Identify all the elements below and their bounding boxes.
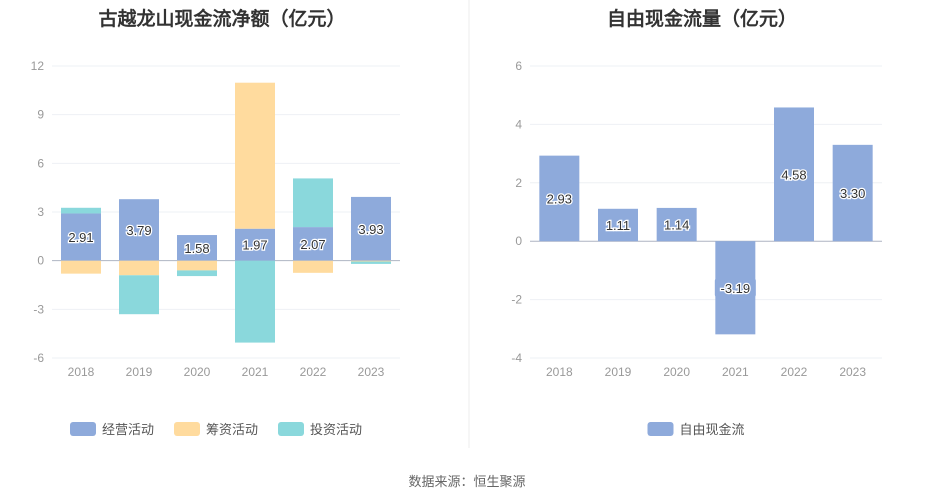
bar-group: [539, 107, 873, 335]
data-label-bg: [835, 184, 870, 203]
chart-title: 古越龙山现金流净额（亿元）: [98, 7, 345, 30]
free-cashflow-chart: 自由现金流量（亿元） -4 -2 0 2 4 6 2.93 1.11 1.14 -3.19 4.5…: [511, 7, 882, 438]
data-labels: 2.91 3.79 1.58 1.97 2.07 3.93: [64, 219, 388, 257]
x-tick-label: 2019: [605, 365, 632, 379]
y-tick-label: 4: [515, 117, 522, 131]
x-tick-label: 2020: [663, 365, 690, 379]
data-label: 2.93: [547, 191, 572, 206]
bar-筹资活动-2023: [351, 260, 391, 262]
x-axis-ticks: 2018 2019 2020 2021 2022 2023: [68, 365, 385, 379]
x-tick-label: 2020: [184, 365, 211, 379]
bar-group: [61, 82, 391, 343]
data-label: 1.14: [664, 218, 689, 233]
legend-label: 筹资活动: [206, 422, 258, 438]
legend-swatch: [174, 422, 200, 436]
data-label-bg: [296, 234, 330, 253]
bar-投资活动-2020: [177, 270, 217, 277]
x-tick-label: 2018: [546, 365, 573, 379]
bar-投资活动-2018: [61, 207, 101, 214]
x-tick-label: 2022: [300, 365, 327, 379]
y-tick-label: -4: [511, 351, 522, 365]
data-label: 1.58: [184, 241, 209, 256]
y-axis-ticks: -6 -3 0 3 6 9 12: [31, 59, 45, 365]
cashflow-net-chart: 古越龙山现金流净额（亿元） -6 -3 0 3 6 9 12 2.91 3.79 1.58 1.9…: [31, 7, 400, 438]
source-note: 数据来源：恒生聚源: [408, 475, 525, 490]
data-label: 2.91: [68, 230, 93, 245]
y-tick-label: 0: [515, 234, 522, 248]
data-label-bg: [354, 219, 388, 238]
data-label: 2.07: [300, 237, 325, 252]
bar-投资活动-2019: [119, 275, 159, 315]
x-tick-label: 2021: [242, 365, 269, 379]
x-tick-label: 2018: [68, 365, 95, 379]
data-label: -3.19: [721, 281, 751, 296]
data-labels: 2.93 1.11 1.14 -3.19 4.58 3.30: [542, 165, 870, 297]
y-tick-label: 12: [31, 59, 45, 73]
bar-投资活动-2021: [235, 260, 275, 343]
bar-筹资活动-2020: [177, 260, 217, 271]
x-axis-ticks: 2018 2019 2020 2021 2022 2023: [546, 365, 866, 379]
legend-item[interactable]: 投资活动: [278, 422, 362, 438]
y-tick-label: 6: [37, 156, 44, 170]
legend: 经营活动 筹资活动 投资活动: [70, 422, 362, 438]
bar-筹资活动-2019: [119, 260, 159, 276]
bar-筹资活动-2021: [235, 82, 275, 229]
bar-投资活动-2022: [293, 178, 333, 228]
y-tick-label: 2: [515, 176, 522, 190]
data-label: 3.79: [126, 223, 151, 238]
bar-投资活动-2023: [351, 261, 391, 264]
y-tick-label: 6: [515, 59, 522, 73]
legend-label: 经营活动: [102, 423, 154, 438]
bar-筹资活动-2018: [61, 260, 101, 274]
data-label-bg: [601, 215, 635, 234]
legend-label: 自由现金流: [680, 422, 745, 438]
data-label-bg: [777, 165, 811, 184]
x-tick-label: 2023: [358, 365, 385, 379]
data-label-bg: [659, 215, 694, 234]
legend-label: 投资活动: [310, 422, 362, 438]
y-tick-label: 0: [37, 254, 44, 268]
y-tick-label: 3: [37, 205, 44, 219]
legend: 自由现金流: [647, 422, 745, 438]
x-tick-label: 2023: [839, 365, 866, 379]
data-label: 1.97: [242, 238, 267, 253]
legend-swatch: [278, 422, 304, 436]
data-label: 4.58: [781, 167, 806, 182]
data-label-bg: [542, 189, 577, 208]
legend-item[interactable]: 自由现金流: [647, 422, 745, 438]
x-tick-label: 2021: [722, 365, 749, 379]
data-label-bg: [238, 235, 272, 254]
y-tick-label: -3: [33, 302, 44, 316]
x-tick-label: 2019: [126, 365, 153, 379]
data-label-bg: [180, 238, 214, 257]
x-tick-label: 2022: [781, 365, 808, 379]
chart-title: 自由现金流量（亿元）: [607, 7, 797, 30]
y-grid: [52, 65, 400, 359]
data-label: 3.30: [840, 186, 865, 201]
legend-item[interactable]: 经营活动: [70, 422, 154, 438]
legend-swatch: [70, 422, 96, 436]
y-grid: [530, 65, 882, 359]
y-tick-label: 9: [37, 108, 44, 122]
data-label-bg: [122, 220, 156, 239]
legend-item[interactable]: 筹资活动: [174, 422, 258, 438]
data-label-bg: [714, 278, 756, 297]
data-label: 1.11: [606, 218, 630, 233]
y-tick-label: -2: [511, 293, 522, 307]
legend-swatch: [647, 422, 674, 436]
y-tick-label: -6: [33, 351, 44, 365]
data-label: 3.93: [358, 222, 383, 237]
y-axis-ticks: -4 -2 0 2 4 6: [511, 59, 522, 365]
bar-筹资活动-2022: [293, 260, 333, 273]
data-label-bg: [64, 228, 98, 247]
